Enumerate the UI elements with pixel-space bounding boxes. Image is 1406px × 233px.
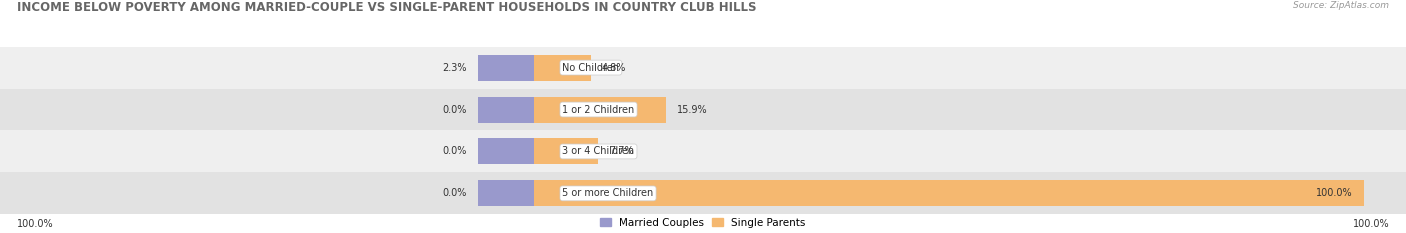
Bar <box>478 96 534 123</box>
Bar <box>478 180 534 206</box>
Text: 5 or more Children: 5 or more Children <box>562 188 654 198</box>
Text: 15.9%: 15.9% <box>678 105 709 114</box>
Bar <box>534 138 598 164</box>
Text: No Children: No Children <box>562 63 620 72</box>
Bar <box>0 47 1406 89</box>
Text: 2.3%: 2.3% <box>443 63 467 72</box>
Text: 0.0%: 0.0% <box>443 147 467 156</box>
Bar <box>478 138 534 164</box>
Text: 1 or 2 Children: 1 or 2 Children <box>562 105 634 114</box>
Text: 100.0%: 100.0% <box>1353 219 1389 229</box>
Text: 7.7%: 7.7% <box>609 147 634 156</box>
Text: 4.8%: 4.8% <box>602 63 626 72</box>
Text: 100.0%: 100.0% <box>1316 188 1353 198</box>
Bar <box>534 55 591 81</box>
Text: 3 or 4 Children: 3 or 4 Children <box>562 147 634 156</box>
Bar <box>534 180 1364 206</box>
Text: Source: ZipAtlas.com: Source: ZipAtlas.com <box>1294 1 1389 10</box>
Bar <box>534 96 666 123</box>
Text: 100.0%: 100.0% <box>17 219 53 229</box>
Bar <box>0 130 1406 172</box>
Bar <box>0 172 1406 214</box>
Legend: Married Couples, Single Parents: Married Couples, Single Parents <box>600 218 806 228</box>
Bar <box>478 55 534 81</box>
Text: 0.0%: 0.0% <box>443 105 467 114</box>
Text: 0.0%: 0.0% <box>443 188 467 198</box>
Text: INCOME BELOW POVERTY AMONG MARRIED-COUPLE VS SINGLE-PARENT HOUSEHOLDS IN COUNTRY: INCOME BELOW POVERTY AMONG MARRIED-COUPL… <box>17 1 756 14</box>
Bar <box>0 89 1406 130</box>
